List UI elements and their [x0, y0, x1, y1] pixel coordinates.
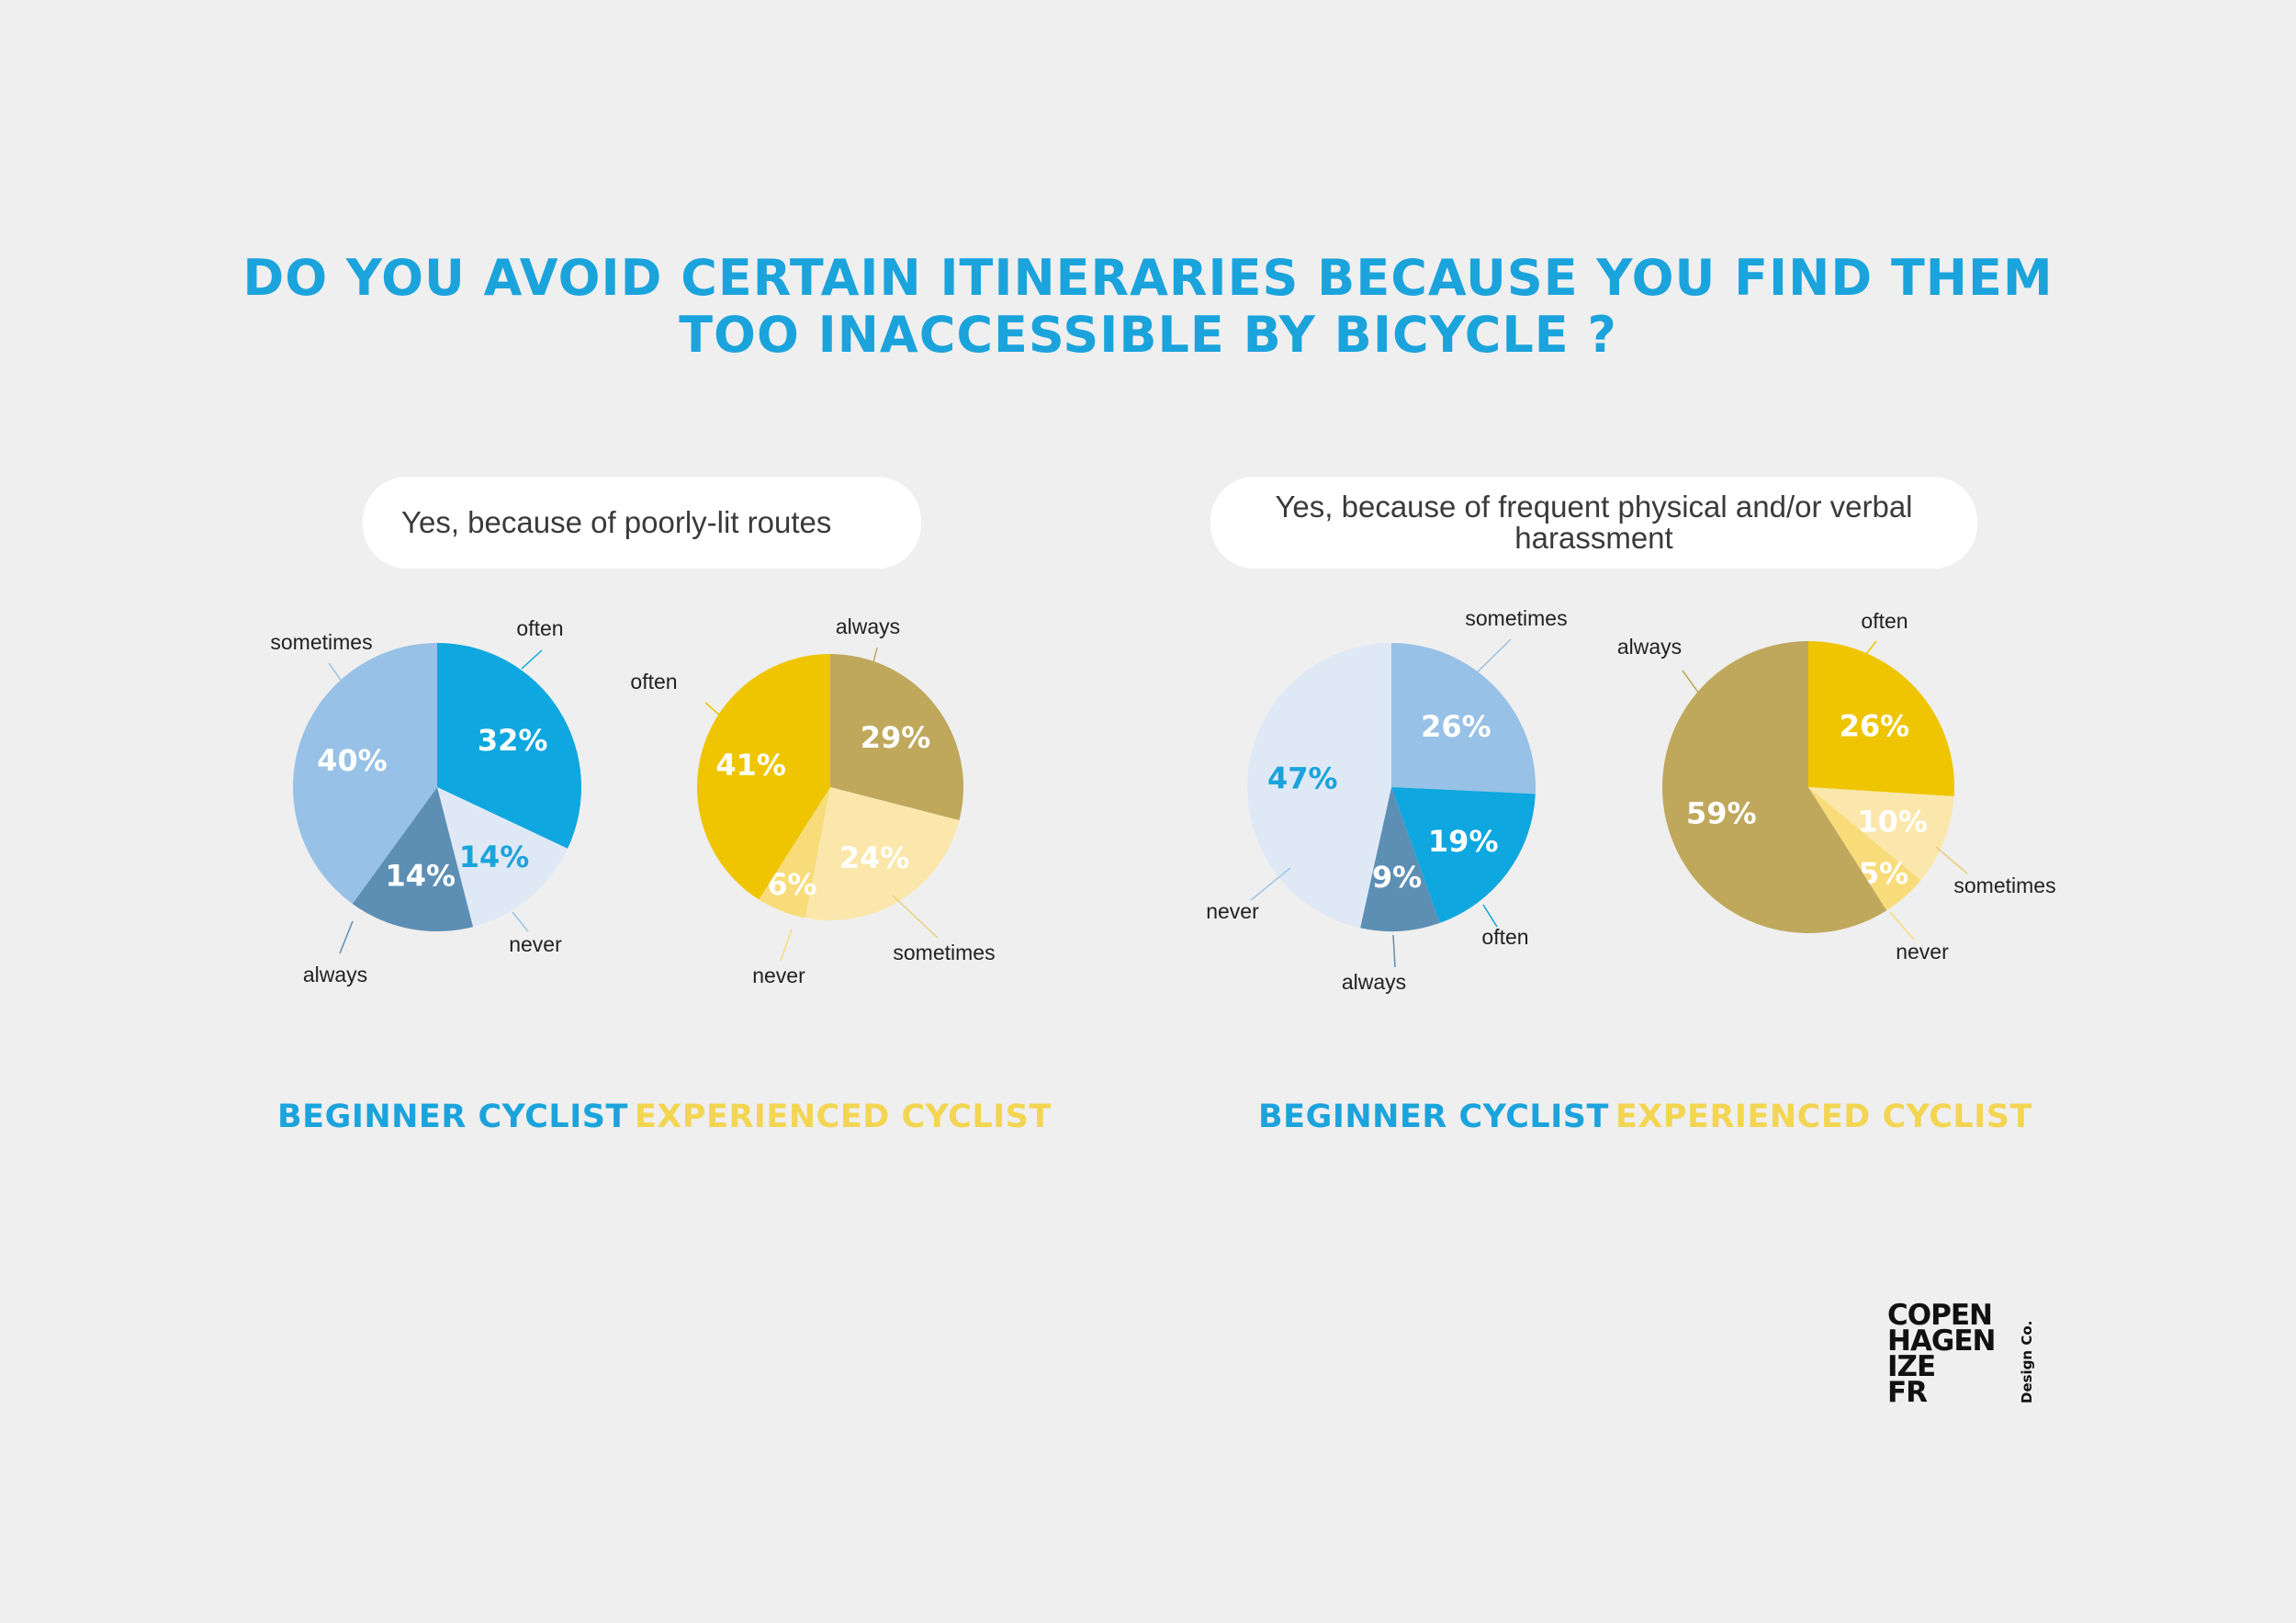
- leader-line-sometimes: [328, 662, 355, 699]
- leader-line-always: [339, 920, 354, 954]
- pie-label-sometimes: sometimes: [270, 630, 372, 654]
- pie-slice-always: [1360, 787, 1440, 931]
- pie-slice-never: [1246, 643, 1391, 929]
- pie-label-always: always: [836, 614, 900, 638]
- logo-line-2: HAGEN: [1887, 1324, 1997, 1358]
- pie-slice-sometimes: [1391, 643, 1536, 795]
- pie-label-often: often: [516, 616, 563, 640]
- pie-percent-often: 26%: [1840, 709, 1910, 744]
- group-label-beginner-1: BEGINNER CYCLIST: [277, 1099, 628, 1135]
- title-line-1: DO YOU AVOID CERTAIN ITINERARIES BECAUSE…: [242, 249, 2054, 307]
- pie-percent-always: 14%: [385, 859, 456, 894]
- logo-side-text: Design Co.: [2019, 1320, 2035, 1403]
- pie-slice-sometimes: [805, 787, 960, 920]
- leader-line-always: [869, 647, 878, 678]
- group-label-experienced-2: EXPERIENCED CYCLIST: [1615, 1099, 2032, 1135]
- logo-line-1: COPEN: [1887, 1299, 1993, 1332]
- pie-slice-often: [437, 643, 581, 849]
- pie-label-often: often: [1481, 925, 1528, 949]
- leader-line-always: [1392, 934, 1396, 968]
- pie-percent-never: 47%: [1267, 761, 1338, 795]
- leader-line-often: [1856, 640, 1877, 667]
- leader-line-never: [780, 929, 793, 962]
- leader-line-often: [1482, 904, 1498, 928]
- pie-slice-often: [1391, 787, 1536, 923]
- question-pill-harassment: Yes, because of frequent physical and/or…: [1210, 477, 1977, 569]
- page-title: DO YOU AVOID CERTAIN ITINERARIES BECAUSE…: [0, 250, 2296, 364]
- leader-line-never: [1889, 911, 1915, 941]
- pie-percent-always: 9%: [1372, 860, 1422, 895]
- pie-slice-sometimes: [293, 643, 437, 905]
- pie-label-never: never: [509, 932, 562, 956]
- leader-line-often: [521, 649, 543, 670]
- pie-percent-sometimes: 40%: [317, 743, 388, 778]
- logo-line-4: FR: [1887, 1376, 1928, 1409]
- pie-percent-sometimes: 24%: [839, 840, 910, 875]
- pie-percent-always: 59%: [1686, 796, 1757, 831]
- leader-line-often: [704, 702, 736, 729]
- pie-percent-often: 41%: [715, 748, 786, 783]
- pie-chart-1: 32% often 14% never 14% always 40% sometimes: [270, 616, 581, 986]
- logo-line-3: IZE: [1887, 1350, 1936, 1383]
- pie-chart-3: 26% sometimes 19% often 9% always 47% never: [1206, 606, 1567, 994]
- pie-slice-always: [1662, 641, 1887, 933]
- question-label-lighting: Yes, because of poorly-lit routes: [401, 505, 832, 539]
- pie-slice-always: [830, 654, 963, 821]
- leader-line-sometimes: [1464, 638, 1512, 685]
- pie-percent-sometimes: 26%: [1421, 709, 1491, 744]
- pie-slice-never: [437, 787, 568, 928]
- pie-label-always: always: [1617, 635, 1682, 659]
- pie-slice-always: [352, 787, 474, 931]
- pie-percent-often: 32%: [478, 723, 548, 758]
- pie-percent-always: 29%: [861, 720, 931, 755]
- leader-line-always: [1682, 670, 1700, 694]
- title-line-2: TOO INACCESSIBLE BY BICYCLE ?: [679, 306, 1617, 364]
- group-label-beginner-2: BEGINNER CYCLIST: [1258, 1099, 1609, 1135]
- question-label-harassment: Yes, because of frequent physical and/or…: [1275, 490, 1913, 555]
- pie-percent-never: 14%: [459, 840, 530, 874]
- question-pill-lighting: Yes, because of poorly-lit routes: [363, 477, 921, 569]
- pie-slice-often: [697, 654, 830, 900]
- pie-label-never: never: [1896, 940, 1949, 964]
- group-label-experienced-1: EXPERIENCED CYCLIST: [635, 1099, 1052, 1135]
- pie-slice-sometimes: [1808, 787, 1954, 881]
- leader-line-never: [512, 911, 529, 932]
- pie-slice-often: [1808, 641, 1954, 796]
- pie-label-often: often: [630, 670, 677, 693]
- pie-label-never: never: [752, 964, 805, 987]
- pie-label-sometimes: sometimes: [893, 941, 995, 964]
- leader-line-sometimes: [892, 895, 939, 939]
- pie-label-always: always: [1342, 970, 1406, 994]
- pie-percent-often: 19%: [1428, 824, 1499, 859]
- leader-line-never: [1250, 867, 1291, 901]
- leader-line-sometimes: [1935, 846, 1968, 874]
- pie-label-sometimes: sometimes: [1953, 873, 2055, 897]
- pie-percent-sometimes: 10%: [1857, 804, 1928, 839]
- pie-label-never: never: [1206, 899, 1259, 923]
- pie-label-often: often: [1861, 609, 1908, 633]
- pie-label-always: always: [303, 963, 367, 986]
- pie-slice-never: [759, 787, 830, 919]
- pie-slice-never: [1808, 787, 1921, 911]
- logo: COPEN HAGEN IZE FR Design Co.: [1887, 1299, 2035, 1409]
- pie-label-sometimes: sometimes: [1465, 606, 1567, 630]
